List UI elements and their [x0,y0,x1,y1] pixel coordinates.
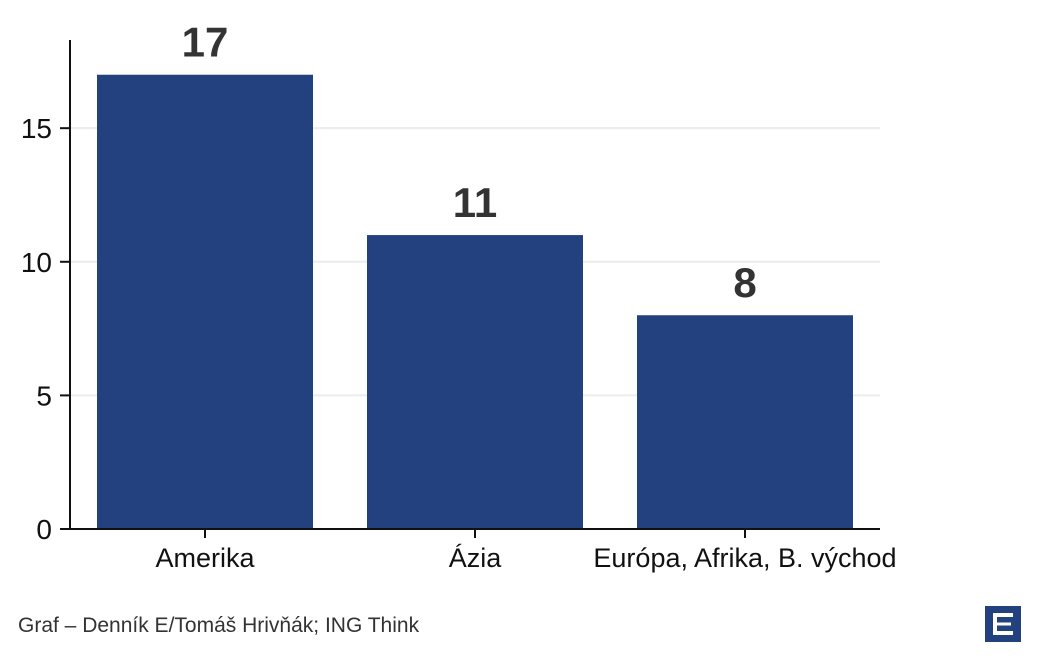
labels-layer: 17 Amerika 11 Ázia 8 Európa, Afrika, B. výcho… [21,19,897,573]
x-tick-label-2: Európa, Afrika, B. východ [593,543,896,573]
y-tick-label-1: 5 [36,380,52,411]
bars-layer [97,74,853,530]
brand-logo-icon [985,606,1021,642]
y-tick-label-3: 15 [21,113,52,144]
bar-0 [97,74,313,529]
x-tick-label-0: Amerika [155,543,255,573]
axes-layer [60,40,880,538]
bar-1 [367,235,583,530]
y-tick-label-0: 0 [36,514,52,545]
x-tick-label-1: Ázia [449,543,503,573]
bar-chart: 17 Amerika 11 Ázia 8 Európa, Afrika, B. výcho… [21,19,897,573]
y-tick-label-2: 10 [21,247,52,278]
data-label-2: 8 [733,259,756,306]
data-label-0: 17 [182,19,229,66]
data-label-1: 11 [453,179,497,226]
source-note: Graf – Denník E/Tomáš Hrivňák; ING Think [18,614,420,637]
bar-2 [637,315,853,529]
